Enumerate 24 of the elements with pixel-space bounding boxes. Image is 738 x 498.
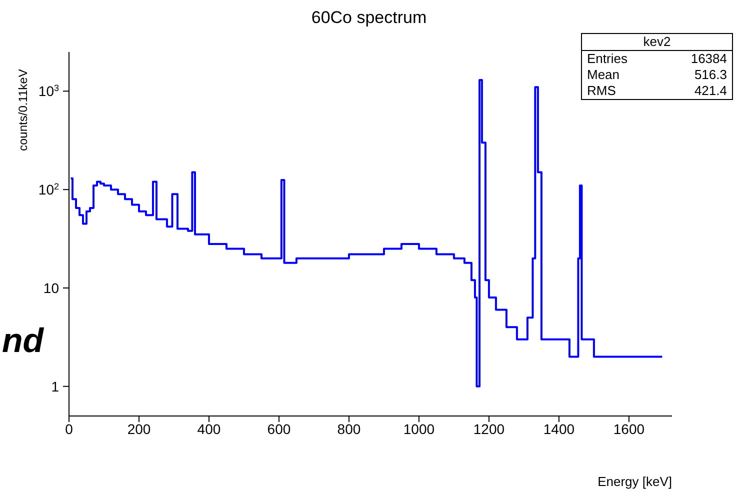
chart-title: 60Co spectrum [310,8,428,28]
x-tick-label: 200 [127,420,151,437]
x-tick-label: 600 [267,420,291,437]
annotation: Entries [587,51,628,67]
text: 516.3 [694,67,727,83]
x-tick-label: 800 [337,420,361,437]
annotation: RMS [587,83,616,99]
x-tick-label: 1200 [473,420,505,437]
text: 421.4 [694,83,727,99]
y-tick-label: 10$^{2}$ [38,182,59,198]
y-tick-label: 1 [51,378,60,394]
text: 16384 [690,51,727,67]
text: kev2 [582,34,732,51]
text: nd [2,322,44,361]
x-tick-label: 1600 [613,420,645,437]
y-axis-title: counts/0.11keV [16,69,30,151]
x-axis-title: Energy [keV] [598,474,672,489]
y-tick-label: 10$^{3}$ [38,83,59,100]
x-tick-label: 0 [65,420,74,437]
annotation: Mean [587,67,620,83]
x-tick-label: 400 [197,420,221,437]
x-tick-label: 1400 [543,420,575,437]
x-tick-label: 1000 [403,420,435,437]
y-tick-label: 10 [43,280,60,296]
